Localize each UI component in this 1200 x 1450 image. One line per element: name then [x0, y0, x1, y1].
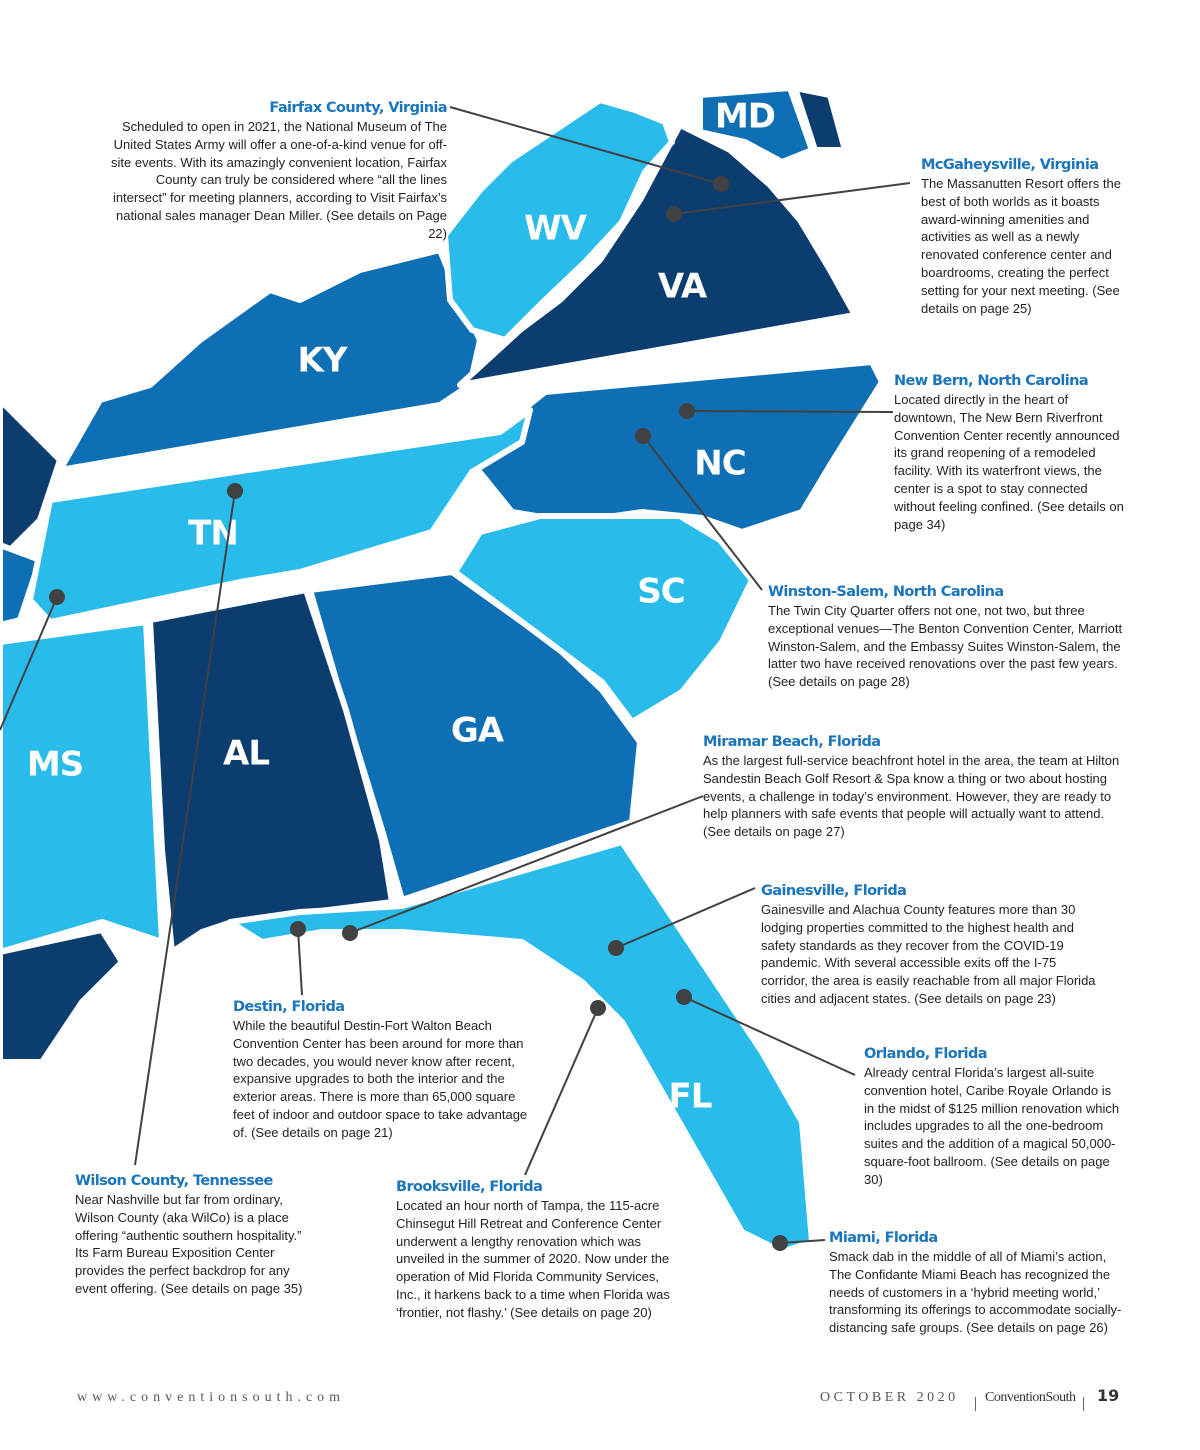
callout: Gainesville, Florida Gainesville and Alac…: [761, 881, 1106, 1008]
leader-line: [683, 996, 856, 1076]
states: [0, 85, 885, 1255]
pins: [49, 176, 788, 1251]
callout-title: Wilson County, Tennessee: [75, 1173, 273, 1189]
separator: [975, 1397, 976, 1411]
pin: [342, 925, 358, 941]
leader-line: [349, 795, 704, 934]
callout: Orlando, Florida Already central Florida’…: [864, 1044, 1122, 1189]
pin: [679, 403, 695, 419]
state-shape: [227, 839, 815, 1255]
callout-title: Miami, Florida: [829, 1230, 938, 1246]
callout: Miramar Beach, Florida As the largest ful…: [703, 732, 1128, 841]
leader-line: [615, 887, 756, 949]
pin: [227, 483, 243, 499]
website: www.conventionsouth.com: [77, 1390, 346, 1405]
page-number: 19: [1097, 1386, 1120, 1405]
callout: McGaheysville, Virginia The Massanutten R…: [921, 155, 1133, 317]
callout-text: Already central Florida’s largest all-su…: [864, 1065, 1120, 1187]
pin: [290, 921, 306, 937]
leader-line: [686, 410, 894, 413]
state-shape: [57, 247, 483, 473]
state-label: VA: [658, 267, 708, 307]
leader-line: [642, 435, 763, 591]
callout-text: The Massanutten Resort offers the best o…: [921, 176, 1121, 316]
leader-line: [0, 596, 58, 731]
callout: Wilson County, Tennessee Near Nashville b…: [75, 1171, 315, 1298]
callout-text: Scheduled to open in 2021, the National …: [111, 119, 447, 241]
state-shape: [27, 407, 533, 625]
callout: New Bern, North Carolina Located directly…: [894, 371, 1126, 533]
pin: [772, 1235, 788, 1251]
leader-line: [134, 490, 236, 1166]
state-label: SC: [637, 572, 684, 612]
state-label: MS: [27, 745, 83, 785]
state-label: GA: [451, 711, 505, 751]
separator: [1083, 1397, 1084, 1411]
callout: Destin, Florida While the beautiful Desti…: [233, 997, 535, 1142]
callout-title: Destin, Florida: [233, 999, 345, 1015]
leader-lines: [0, 106, 911, 1244]
callout-title: Miramar Beach, Florida: [703, 734, 881, 750]
callout-text: Located directly in the heart of downtow…: [894, 392, 1124, 532]
callout-text: Smack dab in the middle of all of Miami’…: [829, 1249, 1122, 1336]
state-shape: [442, 97, 675, 343]
pin: [590, 1000, 606, 1016]
pin: [49, 589, 65, 605]
state-label: AL: [223, 734, 269, 774]
callout: Miami, Florida Smack dab in the middle of…: [829, 1228, 1125, 1337]
callout-title: Brooksville, Florida: [396, 1179, 543, 1195]
leader-line: [524, 1007, 599, 1176]
callout-text: As the largest full-service beachfront h…: [703, 753, 1120, 840]
state-shape: [467, 359, 885, 535]
callout: Winston-Salem, North Carolina The Twin Ci…: [768, 582, 1130, 691]
pin: [608, 940, 624, 956]
state-shape: [0, 542, 43, 628]
state-label: KY: [298, 341, 348, 381]
state-label: NC: [694, 444, 745, 484]
issue-date: OCTOBER 2020: [820, 1390, 959, 1405]
callout-title: Winston-Salem, North Carolina: [768, 584, 1004, 600]
callout: Fairfax County, Virginia Scheduled to ope…: [100, 98, 448, 243]
callout: Brooksville, Florida Located an hour nort…: [396, 1177, 672, 1322]
state-shape: [0, 927, 125, 1065]
callout-title: New Bern, North Carolina: [894, 373, 1089, 389]
state-shape: [792, 85, 848, 153]
leader-line: [449, 106, 722, 185]
pin: [676, 989, 692, 1005]
state-shape: [0, 397, 63, 563]
callout-title: Gainesville, Florida: [761, 883, 907, 899]
pin: [635, 428, 651, 444]
state-labels: MD WV VA KY NC TN SC GA AL MS FL: [27, 97, 776, 1117]
leader-line: [297, 928, 303, 996]
callout-text: Gainesville and Alachua County features …: [761, 902, 1096, 1006]
callout-text: Located an hour north of Tampa, the 115-…: [396, 1198, 670, 1320]
callout-title: Orlando, Florida: [864, 1046, 988, 1062]
state-shape: [0, 619, 165, 955]
callout-text: While the beautiful Destin-Fort Walton B…: [233, 1018, 528, 1140]
callout-title: McGaheysville, Virginia: [921, 157, 1099, 173]
state-shape: [457, 122, 858, 388]
callout-text: Near Nashville but far from ordinary, Wi…: [75, 1192, 303, 1296]
leader-line: [673, 182, 911, 215]
state-label: WV: [524, 209, 588, 249]
callout-title: Fairfax County, Virginia: [269, 100, 447, 116]
pin: [666, 206, 682, 222]
state-label: FL: [669, 1077, 712, 1117]
pin: [713, 176, 729, 192]
magazine-name: ConventionSouth: [985, 1390, 1076, 1405]
state-label: MD: [715, 97, 775, 137]
callout-text: The Twin City Quarter offers not one, no…: [768, 603, 1123, 690]
state-shape: [697, 85, 815, 165]
